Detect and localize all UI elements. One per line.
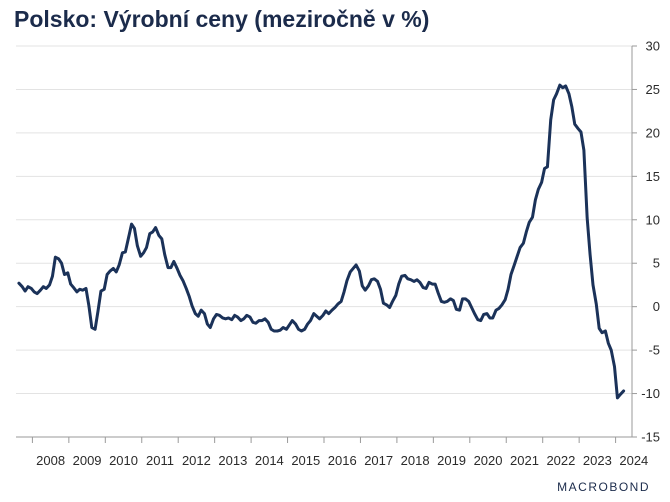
x-tick-label: 2011 — [146, 453, 174, 468]
x-tick-label: 2021 — [510, 453, 539, 468]
x-tick-label: 2016 — [328, 453, 357, 468]
series-layer — [17, 83, 626, 400]
chart-title: Polsko: Výrobní ceny (meziročně v %) — [14, 6, 430, 32]
x-axis: 2008 2009 2010 2011 2012 2013 2014 2015 2016 2017… — [16, 436, 648, 468]
x-tick-label: 2019 — [437, 453, 466, 468]
x-tick-label: 2013 — [218, 453, 247, 468]
x-tick-label: 2009 — [73, 453, 102, 468]
y-tick-label: -5 — [648, 343, 660, 358]
series-line — [17, 83, 626, 400]
x-tick-label: 2014 — [255, 453, 284, 468]
x-tick-label: 2023 — [583, 453, 612, 468]
x-tick-label: 2010 — [109, 453, 138, 468]
y-tick-label: 5 — [653, 256, 660, 271]
y-tick-label: 10 — [646, 212, 660, 227]
x-tick-label: 2018 — [401, 453, 430, 468]
x-tick-label: 2012 — [182, 453, 211, 468]
y-axis: 30 25 20 15 10 5 0 -5 -10 -15 — [631, 39, 660, 445]
x-tick-label: 2017 — [364, 453, 393, 468]
x-tick-label: 2020 — [474, 453, 503, 468]
x-tick-label: 2024 — [619, 453, 648, 468]
gridlines — [16, 45, 632, 438]
y-tick-label: 20 — [646, 125, 660, 140]
y-tick-label: -10 — [641, 386, 660, 401]
macrobond-logo: MACROBOND — [557, 480, 650, 494]
y-tick-label: -15 — [641, 430, 660, 445]
y-tick-label: 25 — [646, 82, 660, 97]
y-tick-label: 30 — [646, 39, 660, 54]
y-tick-label: 0 — [653, 299, 660, 314]
x-tick-label: 2008 — [36, 453, 65, 468]
x-tick-label: 2022 — [546, 453, 575, 468]
y-tick-label: 15 — [646, 169, 660, 184]
x-tick-label: 2015 — [291, 453, 320, 468]
